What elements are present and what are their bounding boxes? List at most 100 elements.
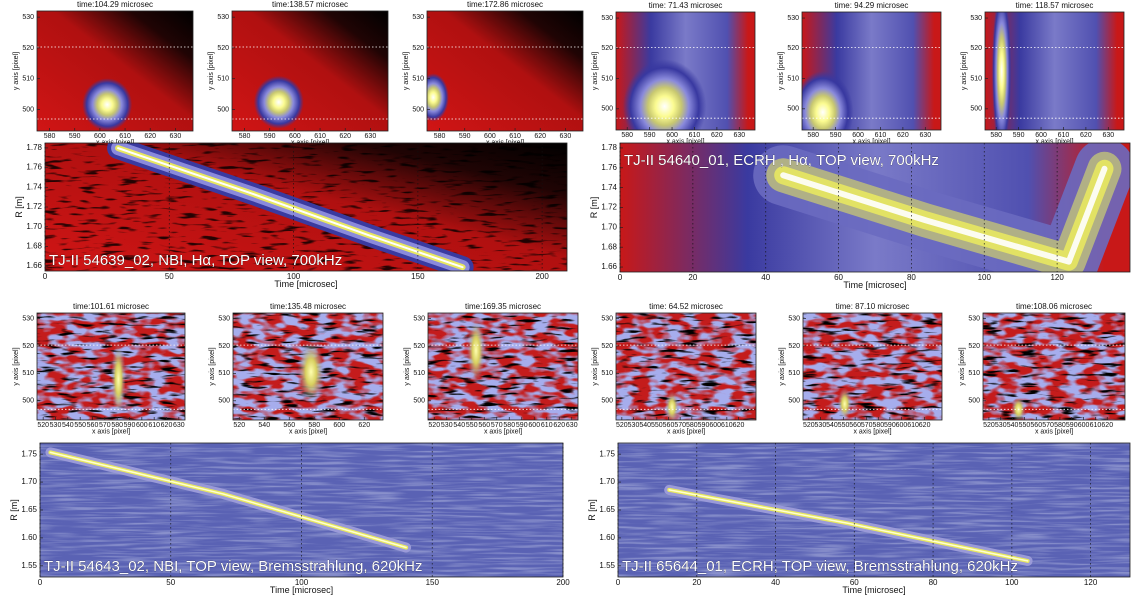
- frame-image: [428, 313, 578, 420]
- x-tick-label: 520: [428, 422, 440, 429]
- y-tick-label: 500: [22, 106, 34, 113]
- emission-blob: [802, 71, 854, 130]
- x-tick-label: 620: [1080, 132, 1092, 139]
- y-tick-label: 1.65: [599, 505, 615, 514]
- x-tick-label: 570: [1042, 422, 1054, 429]
- y-tick-label: 500: [218, 398, 230, 405]
- frame-title: time: 94.29 microsec: [835, 1, 909, 10]
- x-tick-label: 530: [995, 422, 1007, 429]
- x-tick-label: 550: [74, 422, 86, 429]
- x-tick-label: 620: [534, 133, 546, 140]
- y-tick-label: 510: [601, 370, 613, 377]
- y-axis-label: R [m]: [9, 499, 19, 521]
- frame-image: [232, 11, 388, 131]
- x-tick-label: 520: [37, 422, 49, 429]
- x-tick-label: 530: [50, 422, 62, 429]
- x-tick-label: 580: [111, 422, 123, 429]
- plot-frame: [426, 10, 584, 132]
- y-tick-label: 520: [788, 343, 800, 350]
- x-tick-label: 100: [978, 273, 992, 282]
- y-tick-label: 510: [788, 370, 800, 377]
- x-tick-label: 200: [535, 272, 549, 281]
- x-tick-label: 600: [528, 422, 540, 429]
- emission-blob: [622, 59, 707, 130]
- y-tick-label: 1.60: [599, 533, 615, 542]
- y-tick-label: 520: [413, 343, 425, 350]
- x-tick-label: 580: [872, 422, 884, 429]
- y-tick-label: 510: [218, 370, 230, 377]
- plot-frame: [232, 312, 384, 421]
- y-tick-label: 520: [787, 45, 799, 52]
- frame-image: [985, 12, 1124, 130]
- x-tick-label: 590: [459, 133, 471, 140]
- y-tick-label: 510: [413, 370, 425, 377]
- main-image: [40, 443, 563, 577]
- plot-frame: [36, 312, 186, 421]
- x-tick-label: 520: [616, 422, 628, 429]
- image-noise: [803, 313, 942, 420]
- frame-title: time:108.06 microsec: [1016, 302, 1092, 311]
- x-tick-label: 570: [674, 422, 686, 429]
- x-tick-label: 610: [907, 422, 919, 429]
- y-tick-label: 530: [412, 14, 424, 21]
- image-noise: [616, 313, 756, 420]
- y-tick-label: 530: [218, 315, 230, 322]
- y-tick-label: 500: [22, 398, 34, 405]
- x-tick-label: 580: [239, 133, 251, 140]
- x-tick-label: 600: [136, 422, 148, 429]
- x-axis-label: Time [microsec]: [843, 280, 906, 290]
- x-tick-label: 520: [803, 422, 815, 429]
- frame-title: time:104.29 microsec: [77, 0, 153, 9]
- x-tick-label: 0: [43, 272, 48, 281]
- x-tick-label: 40: [761, 273, 770, 282]
- frame-image: [983, 313, 1125, 420]
- plot-frame: [982, 312, 1126, 421]
- x-tick-label: 580: [308, 422, 320, 429]
- y-tick-label: 500: [413, 398, 425, 405]
- y-tick-label: 530: [217, 14, 229, 21]
- frame-title: time: 118.57 microsec: [1016, 1, 1094, 10]
- x-tick-label: 580: [621, 132, 633, 139]
- frame-image: [802, 12, 941, 130]
- x-tick-label: 580: [686, 422, 698, 429]
- y-tick-label: 520: [601, 343, 613, 350]
- frame-image: [616, 313, 756, 420]
- emission-blob: [111, 341, 126, 417]
- x-tick-label: 620: [733, 422, 745, 429]
- x-tick-label: 600: [709, 422, 721, 429]
- x-axis-label: x axis [pixel]: [666, 139, 704, 146]
- x-tick-label: 540: [258, 422, 270, 429]
- x-axis-label: x axis [pixel]: [289, 429, 327, 436]
- x-axis-label: x axis [pixel]: [667, 429, 705, 436]
- x-axis-label: Time [microsec]: [270, 585, 333, 595]
- x-axis-label: x axis [pixel]: [1035, 139, 1073, 146]
- x-tick-label: 120: [1084, 578, 1098, 587]
- image-noise: [37, 313, 185, 420]
- frame-image: [37, 11, 193, 131]
- y-tick-label: 1.78: [601, 143, 617, 152]
- y-tick-label: 1.74: [601, 183, 617, 192]
- x-tick-label: 590: [830, 132, 842, 139]
- x-tick-label: 540: [453, 422, 465, 429]
- x-tick-label: 580: [503, 422, 515, 429]
- y-tick-label: 1.78: [26, 143, 42, 152]
- x-axis-label: x axis [pixel]: [92, 429, 130, 436]
- y-tick-label: 1.70: [26, 222, 42, 231]
- x-tick-label: 620: [358, 422, 370, 429]
- y-tick-label: 1.68: [601, 242, 617, 251]
- caption: TJ-II 65644_01, ECRH, TOP view, Bremsstr…: [622, 558, 1018, 575]
- y-tick-label: 1.76: [26, 163, 42, 172]
- y-tick-label: 1.66: [601, 262, 617, 271]
- x-tick-label: 20: [688, 273, 697, 282]
- x-tick-label: 610: [689, 132, 701, 139]
- x-axis-label: x axis [pixel]: [852, 139, 890, 146]
- x-tick-label: 560: [283, 422, 295, 429]
- streak: [780, 165, 1108, 265]
- x-tick-label: 80: [907, 273, 916, 282]
- y-tick-label: 530: [413, 315, 425, 322]
- y-tick-label: 500: [217, 106, 229, 113]
- image-bg: [427, 11, 583, 131]
- x-tick-label: 60: [850, 578, 859, 587]
- x-axis-label: Time [microsec]: [842, 585, 905, 595]
- x-tick-label: 560: [1030, 422, 1042, 429]
